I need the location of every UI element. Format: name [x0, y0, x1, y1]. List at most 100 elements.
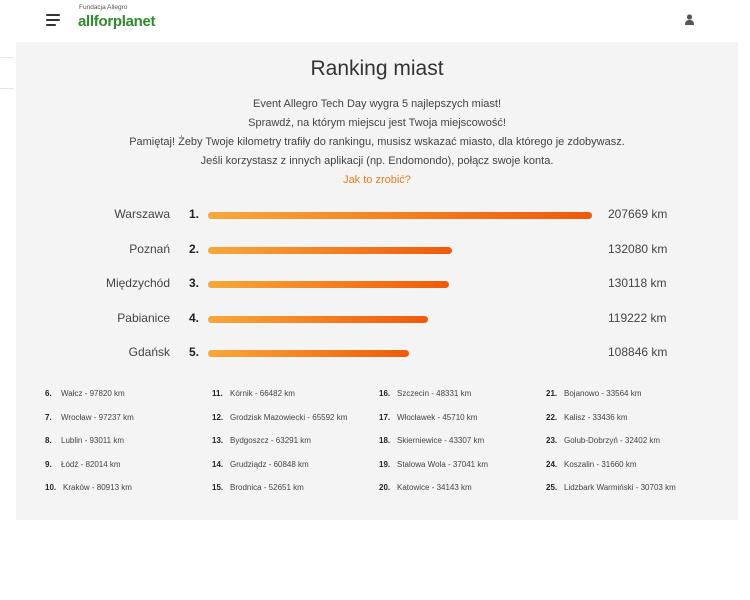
rank-number: 21.: [546, 389, 558, 398]
rank-number: 16.: [379, 389, 391, 398]
city-entry: Grodzisk Mazowiecki - 65592 km: [230, 412, 348, 422]
city-entry: Szczecin - 48331 km: [397, 389, 472, 398]
intro-line: Jeśli korzystasz z innych aplikacji (np.…: [200, 155, 554, 167]
list-item: 19. Stalowa Wola - 37041 km: [379, 460, 544, 484]
list-item: 24. Koszalin - 31660 km: [546, 460, 711, 484]
rank-number: 25.: [546, 483, 558, 492]
city-name: Pabianice: [117, 310, 170, 325]
city-entry: Wrocław - 97237 km: [61, 412, 134, 422]
list-item: 8. Lublin - 93011 km: [45, 436, 210, 460]
city-entry: Brodnica - 52651 km: [230, 483, 304, 492]
top-header: Fundacja Allegro allforplanet: [16, 0, 738, 43]
city-entry: Grudziądz - 60848 km: [230, 459, 309, 469]
rank-number: 24.: [546, 459, 558, 469]
how-to-link[interactable]: Jak to zrobić?: [343, 174, 411, 186]
distance-value: 207669 km: [608, 207, 668, 221]
list-item: 11. Kórnik - 66482 km: [212, 389, 377, 413]
rank-number: 13.: [212, 436, 224, 445]
rank-number: 10.: [45, 483, 57, 492]
rank-number: 20.: [379, 483, 391, 492]
list-item: 13. Bydgoszcz - 63291 km: [212, 436, 377, 460]
city-entry: Łódź - 82014 km: [61, 459, 121, 469]
list-item: 17. Włocławek - 45710 km: [379, 413, 544, 437]
rank-number: 11.: [212, 389, 223, 398]
list-item: 6. Wałcz - 97820 km: [45, 389, 210, 413]
list-item: 9. Łódź - 82014 km: [45, 460, 210, 484]
intro-text: Event Allegro Tech Day wygra 5 najlepszy…: [16, 95, 738, 190]
rank-number: 5.: [189, 345, 200, 359]
distance-bar: [208, 281, 449, 288]
distance-bar: [208, 315, 429, 323]
city-entry: Bydgoszcz - 63291 km: [230, 436, 311, 445]
rank-number: 18.: [379, 436, 391, 445]
rank-number: 12.: [212, 412, 224, 422]
city-entry: Włocławek - 45710 km: [397, 412, 478, 422]
list-item: 12. Grodzisk Mazowiecki - 65592 km: [212, 413, 377, 437]
list-item: 15. Brodnica - 52651 km: [212, 483, 377, 507]
city-name: Poznań: [129, 241, 170, 256]
city-name: Warszawa: [114, 207, 170, 221]
list-item: 23. Golub-Dobrzyń - 32402 km: [546, 436, 711, 460]
city-entry: Kalisz - 33436 km: [564, 412, 628, 422]
rank-number: 2.: [189, 241, 200, 256]
distance-bar: [208, 246, 453, 254]
rank-number: 23.: [546, 436, 558, 445]
rank-number: 8.: [45, 436, 52, 445]
rank-number: 1.: [189, 207, 200, 221]
rank-number: 7.: [45, 412, 52, 422]
page-title: Ranking miast: [310, 57, 444, 80]
city-entry: Skierniewice - 43307 km: [397, 436, 485, 445]
list-item: 7. Wrocław - 97237 km: [45, 413, 210, 437]
intro-line: Pamiętaj! Żeby Twoje kilometry trafiły d…: [129, 136, 625, 148]
list-item: 14. Grudziądz - 60848 km: [212, 460, 377, 484]
distance-value: 132080 km: [608, 241, 668, 256]
rank-number: 22.: [546, 412, 558, 422]
city-entry: Bojanowo - 33564 km: [564, 389, 642, 398]
distance-value: 130118 km: [608, 276, 667, 290]
list-item: 25. Lidzbark Warmiński - 30703 km: [546, 483, 711, 507]
rank-number: 3.: [189, 276, 200, 290]
city-entry: Kórnik - 66482 km: [230, 389, 295, 398]
rank-number: 15.: [212, 483, 224, 492]
ranking-section: Ranking miast Event Allegro Tech Day wyg…: [16, 42, 738, 520]
city-entry: Kraków - 80913 km: [63, 483, 132, 492]
intro-line: Event Allegro Tech Day wygra 5 najlepszy…: [252, 98, 502, 110]
brand-subtitle: Fundacja Allegro: [79, 4, 128, 11]
distance-value: 119222 km: [608, 310, 667, 325]
menu-icon[interactable]: [46, 14, 60, 26]
ranking-row: Międzychód 3. 130118 km: [16, 269, 738, 303]
left-edge-panel: [0, 57, 14, 89]
intro-line: Sprawdź, na którym miejscu jest Twoja mi…: [248, 117, 506, 129]
ranking-row: Gdańsk 5. 108846 km: [16, 338, 738, 372]
list-item: 16. Szczecin - 48331 km: [379, 389, 544, 413]
rank-number: 14.: [212, 459, 224, 469]
city-name: Międzychód: [105, 276, 170, 290]
city-name: Gdańsk: [128, 345, 170, 359]
city-entry: Golub-Dobrzyń - 32402 km: [564, 436, 661, 445]
ranking-column: 6. Wałcz - 97820 km 7. Wrocław - 97237 km …: [45, 389, 210, 507]
rank-number: 17.: [379, 412, 391, 422]
ranking-row: Warszawa 1. 207669 km: [16, 200, 738, 234]
city-entry: Wałcz - 97820 km: [61, 389, 125, 398]
list-item: 22. Kalisz - 33436 km: [546, 413, 711, 437]
city-entry: Lidzbark Warmiński - 30703 km: [564, 483, 676, 492]
city-entry: Katowice - 34143 km: [397, 483, 472, 492]
user-icon[interactable]: [685, 14, 694, 25]
list-item: 21. Bojanowo - 33564 km: [546, 389, 711, 413]
ranking-column: 11. Kórnik - 66482 km 12. Grodzisk Mazowie…: [212, 389, 377, 507]
city-entry: Lublin - 93011 km: [61, 436, 124, 445]
rank-number: 6.: [45, 389, 52, 398]
ranking-row: Poznań 2. 132080 km: [16, 235, 738, 269]
distance-value: 108846 km: [608, 345, 668, 359]
brand-logo[interactable]: allforplanet: [78, 13, 156, 30]
rank-number: 4.: [189, 310, 200, 325]
list-item: 10. Kraków - 80913 km: [45, 483, 210, 507]
distance-bar: [208, 350, 410, 357]
distance-bar: [208, 212, 592, 219]
city-entry: Stalowa Wola - 37041 km: [397, 459, 489, 469]
ranking-column: 21. Bojanowo - 33564 km 22. Kalisz - 33436…: [546, 389, 711, 507]
list-item: 18. Skierniewice - 43307 km: [379, 436, 544, 460]
list-item: 20. Katowice - 34143 km: [379, 483, 544, 507]
ranking-row: Pabianice 4. 119222 km: [16, 304, 738, 338]
rank-number: 19.: [379, 459, 391, 469]
